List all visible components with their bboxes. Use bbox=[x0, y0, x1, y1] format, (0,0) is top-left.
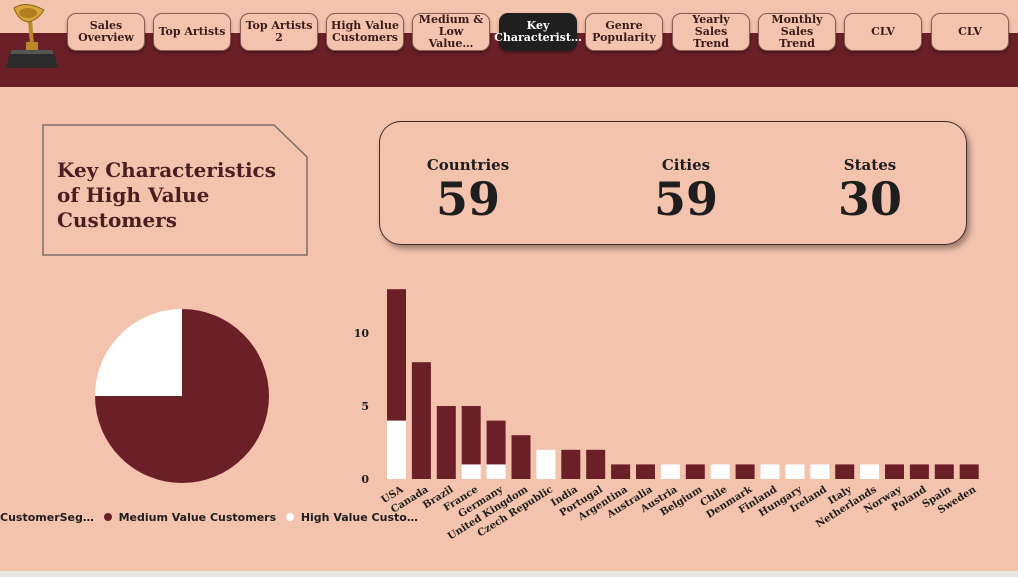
bar-medium[interactable] bbox=[835, 464, 855, 479]
bar-high[interactable] bbox=[860, 464, 880, 479]
bar-medium[interactable] bbox=[735, 464, 755, 479]
bar-medium[interactable] bbox=[636, 464, 655, 479]
kpi-countries: Countries 59 bbox=[388, 156, 548, 222]
legend-swatch-medium bbox=[103, 513, 112, 521]
kpi-value: 30 bbox=[837, 172, 902, 226]
bar-high[interactable] bbox=[387, 420, 406, 479]
bar-medium[interactable] bbox=[685, 464, 705, 479]
bar-medium[interactable] bbox=[461, 406, 481, 465]
bottom-strip bbox=[0, 571, 1018, 577]
bar-medium[interactable] bbox=[934, 464, 954, 479]
page-title: Key Characteristics of High Value Custom… bbox=[57, 158, 276, 232]
pie-slice-high[interactable] bbox=[95, 309, 182, 396]
bar-medium[interactable] bbox=[885, 464, 904, 479]
kpi-states: States 30 bbox=[790, 156, 950, 222]
legend-item-high[interactable]: High Value Custo… bbox=[300, 510, 418, 524]
tab-8[interactable]: Yearly Sales Trend bbox=[672, 13, 750, 51]
kpi-value: 59 bbox=[435, 172, 500, 226]
report-tabs: Sales Overview Top Artists Top Artists 2 Hi… bbox=[0, 13, 1018, 53]
bar-medium[interactable] bbox=[411, 362, 431, 479]
kpi-label: Countries bbox=[426, 156, 510, 174]
bar-medium[interactable] bbox=[486, 420, 506, 465]
bar-high[interactable] bbox=[710, 464, 730, 479]
kpi-label: States bbox=[843, 156, 897, 174]
bar-medium[interactable] bbox=[909, 464, 929, 479]
tab-9[interactable]: Monthly Sales Trend bbox=[758, 13, 836, 51]
legend-swatch-high bbox=[285, 513, 294, 521]
tab-10[interactable]: CLV bbox=[844, 13, 922, 51]
bar-high[interactable] bbox=[810, 464, 830, 479]
y-tick-label: 5 bbox=[361, 400, 369, 413]
kpi-value: 59 bbox=[653, 172, 718, 226]
bar-medium[interactable] bbox=[511, 435, 531, 479]
kpi-label: Cities bbox=[661, 156, 711, 174]
y-tick-label: 10 bbox=[354, 327, 370, 340]
title-card: Key Characteristics of High Value Custom… bbox=[42, 124, 308, 256]
tab-3[interactable]: Top Artists 2 bbox=[240, 13, 318, 51]
bar-high[interactable] bbox=[760, 464, 780, 479]
tab-1[interactable]: Sales Overview bbox=[67, 13, 145, 51]
bar-medium[interactable] bbox=[611, 464, 631, 479]
bar-medium[interactable] bbox=[586, 449, 606, 479]
bar-high[interactable] bbox=[785, 464, 805, 479]
bar-high[interactable] bbox=[536, 449, 556, 479]
bar-medium[interactable] bbox=[436, 406, 456, 479]
tab-6[interactable]: Key Characterist… bbox=[494, 13, 582, 51]
bar-high[interactable] bbox=[660, 464, 680, 479]
y-tick-label: 0 bbox=[361, 473, 369, 486]
bar-medium[interactable] bbox=[959, 464, 979, 479]
tab-5[interactable]: Medium & Low Value… bbox=[412, 13, 490, 51]
gramophone-icon bbox=[4, 2, 60, 68]
legend-title: CustomerSeg… bbox=[0, 510, 94, 524]
tab-11[interactable]: CLV bbox=[931, 13, 1009, 51]
kpi-cities: Cities 59 bbox=[606, 156, 766, 222]
tab-7[interactable]: Genre Popularity bbox=[585, 13, 663, 51]
bar-high[interactable] bbox=[486, 464, 506, 479]
tab-2[interactable]: Top Artists bbox=[153, 13, 231, 51]
bar-high[interactable] bbox=[461, 464, 481, 479]
bar-medium[interactable] bbox=[387, 289, 406, 421]
customer-segment-pie-chart[interactable] bbox=[94, 308, 274, 488]
legend-item-medium[interactable]: Medium Value Customers bbox=[118, 510, 277, 524]
pie-legend: CustomerSeg… Medium Value Customers High… bbox=[0, 510, 418, 526]
tab-4[interactable]: High Value Customers bbox=[326, 13, 404, 51]
bar-medium[interactable] bbox=[561, 449, 581, 479]
kpi-card: Countries 59 Cities 59 States 30 bbox=[379, 121, 967, 245]
